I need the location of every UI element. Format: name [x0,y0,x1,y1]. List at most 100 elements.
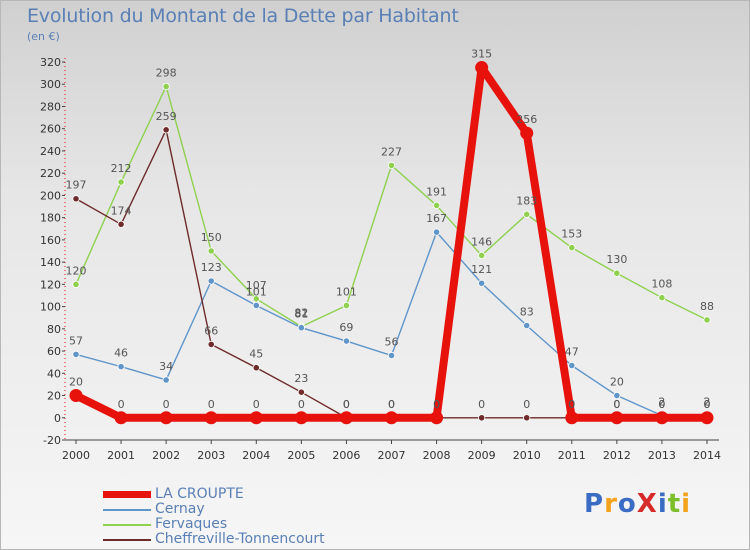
data-label: 0 [253,398,260,411]
y-tick-label: 40 [47,367,61,380]
x-tick-label: 2014 [693,449,721,462]
data-label: 107 [246,279,267,292]
data-point [700,411,714,425]
legend-swatch [103,539,151,541]
data-label: 81 [294,308,308,321]
legend-swatch [103,509,151,511]
y-tick-label: 0 [54,412,61,425]
data-point [114,411,128,425]
y-tick-label: 60 [47,345,61,358]
axes: -200204060801001201401601802002202402602… [40,56,721,462]
data-label: 20 [610,376,624,389]
x-tick-label: 2006 [332,449,360,462]
data-label: 2 [704,396,711,409]
data-label: 227 [381,145,402,158]
x-tick-label: 2003 [197,449,225,462]
data-label: 82 [294,307,308,320]
data-label: 2 [658,396,665,409]
data-label: 88 [700,300,714,313]
data-point [117,220,125,228]
data-point [342,301,351,310]
brand-letter: i [657,489,668,519]
data-label: 0 [118,398,125,411]
data-label: 315 [471,48,492,61]
data-label: 259 [156,110,177,123]
data-point [658,294,666,302]
data-label: 0 [208,398,215,411]
y-tick-label: -20 [43,434,61,447]
data-label: 0 [343,398,350,411]
y-tick-label: 280 [40,100,61,113]
x-tick-label: 2004 [242,449,270,462]
data-point [72,280,80,288]
x-tick-label: 2010 [513,449,541,462]
data-label: 197 [66,179,87,192]
data-label: 0 [343,398,350,411]
data-point [69,389,83,403]
unit-label: (en €) [27,30,60,43]
data-point [613,391,621,400]
data-point [475,61,489,75]
series-layer [69,61,714,425]
data-label: 0 [433,398,440,411]
legend-label: LA CROUPTE [155,486,244,502]
data-point [207,247,215,255]
data-point [703,316,711,324]
data-label: 174 [111,204,132,217]
y-tick-label: 220 [40,167,61,180]
data-label: 0 [658,398,665,411]
data-point [387,351,396,360]
data-point [207,340,215,348]
y-tick-label: 300 [40,78,61,91]
brand-letter: o [617,489,637,519]
data-point [207,277,215,285]
y-tick-label: 80 [47,323,61,336]
data-point [655,411,669,425]
data-point [568,361,576,370]
y-tick-label: 120 [40,278,61,291]
x-tick-label: 2005 [287,449,315,462]
data-label: 0 [613,398,620,411]
data-label: 167 [426,212,447,225]
brand-letter: P [584,489,605,519]
data-point [249,411,263,425]
y-tick-label: 160 [40,234,61,247]
data-point [252,364,260,372]
data-label: 0 [433,398,440,411]
data-label: 191 [426,185,447,198]
y-tick-label: 100 [40,301,61,314]
data-label: 108 [651,278,672,291]
x-tick-label: 2001 [107,449,135,462]
legend-label: Cernay [155,501,205,517]
x-tick-label: 2007 [378,449,406,462]
data-label: 0 [478,398,485,411]
data-label: 212 [111,162,132,175]
data-label: 23 [294,372,308,385]
data-label: 0 [388,398,395,411]
data-label: 256 [516,113,537,126]
data-label: 56 [385,336,399,349]
data-label: 45 [249,348,263,361]
data-label: 0 [298,398,305,411]
data-point [568,244,576,252]
data-label: 298 [156,66,177,79]
y-tick-label: 20 [47,390,61,403]
y-tick-label: 140 [40,256,61,269]
brand-letter: r [604,489,618,519]
legend-swatch [103,491,151,498]
data-label: 83 [520,305,534,318]
data-label: 0 [388,398,395,411]
data-label: 153 [561,228,582,241]
data-label: 0 [523,398,530,411]
data-point [294,411,308,425]
data-point [613,269,621,277]
data-label: 101 [336,285,357,298]
data-point [297,388,305,396]
data-point [162,82,170,91]
data-label: 66 [204,324,218,337]
data-point [430,411,444,425]
x-tick-label: 2002 [152,449,180,462]
legend-label: Cheffreville-Tonnencourt [155,531,325,547]
data-label: 46 [114,347,128,360]
